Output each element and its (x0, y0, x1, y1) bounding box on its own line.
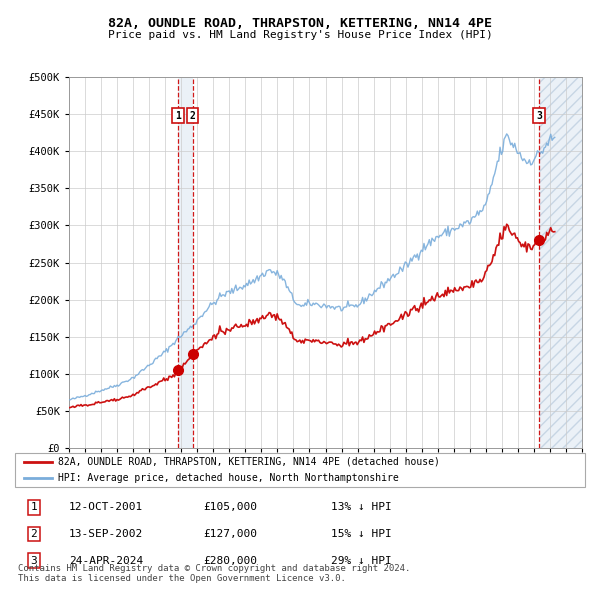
Bar (539, 77, 582, 448)
Text: £280,000: £280,000 (203, 556, 257, 566)
Text: 15% ↓ HPI: 15% ↓ HPI (331, 529, 392, 539)
Text: 13-SEP-2002: 13-SEP-2002 (69, 529, 143, 539)
Text: 82A, OUNDLE ROAD, THRAPSTON, KETTERING, NN14 4PE: 82A, OUNDLE ROAD, THRAPSTON, KETTERING, … (108, 17, 492, 30)
Text: 24-APR-2024: 24-APR-2024 (69, 556, 143, 566)
Text: Contains HM Land Registry data © Crown copyright and database right 2024.
This d: Contains HM Land Registry data © Crown c… (18, 563, 410, 583)
Text: 1: 1 (31, 502, 37, 512)
Text: 1: 1 (175, 111, 181, 121)
Bar (539, 77, 582, 448)
Text: 3: 3 (536, 111, 542, 121)
FancyBboxPatch shape (15, 453, 585, 487)
Text: Price paid vs. HM Land Registry's House Price Index (HPI): Price paid vs. HM Land Registry's House … (107, 31, 493, 40)
Text: 3: 3 (31, 556, 37, 566)
Text: 82A, OUNDLE ROAD, THRAPSTON, KETTERING, NN14 4PE (detached house): 82A, OUNDLE ROAD, THRAPSTON, KETTERING, … (58, 457, 440, 467)
Text: 12-OCT-2001: 12-OCT-2001 (69, 502, 143, 512)
Text: HPI: Average price, detached house, North Northamptonshire: HPI: Average price, detached house, Nort… (58, 473, 398, 483)
Text: 2: 2 (190, 111, 196, 121)
Text: £105,000: £105,000 (203, 502, 257, 512)
Text: 13% ↓ HPI: 13% ↓ HPI (331, 502, 392, 512)
Bar (178, 77, 193, 448)
Text: 2: 2 (31, 529, 37, 539)
Text: £127,000: £127,000 (203, 529, 257, 539)
Text: 29% ↓ HPI: 29% ↓ HPI (331, 556, 392, 566)
